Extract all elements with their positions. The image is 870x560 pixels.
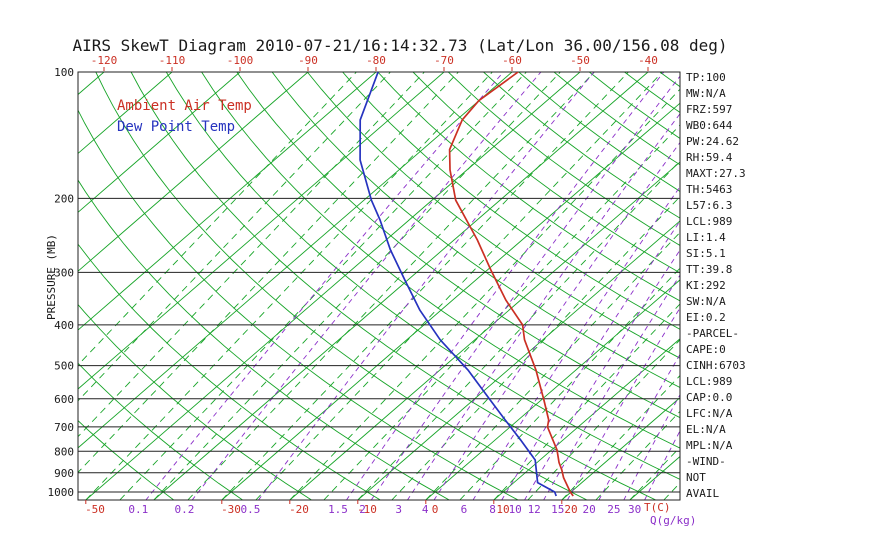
svg-text:10: 10	[496, 503, 509, 516]
indices-line: -WIND-	[686, 455, 726, 468]
dry-adiabat-gridlines	[78, 72, 680, 500]
indices-line: NOT	[686, 471, 706, 484]
indices-line: AVAIL	[686, 487, 720, 500]
svg-text:25: 25	[607, 503, 620, 516]
indices-line: LI:1.4	[686, 231, 726, 244]
svg-text:0.5: 0.5	[240, 503, 260, 516]
plot-border	[77, 71, 681, 501]
svg-text:8: 8	[489, 503, 496, 516]
indices-line: LCL:989	[686, 215, 733, 228]
svg-text:-50: -50	[570, 54, 590, 67]
sounding-indices-panel: TP:100 MW:N/A FRZ:597 WB0:644 PW:24.62 RH:59.…	[686, 70, 746, 502]
mixing-ratio-unit-label: Q(g/kg)	[650, 514, 697, 527]
indices-line: SI:5.1	[686, 247, 726, 260]
indices-line: LFC:N/A	[686, 407, 733, 420]
svg-text:2: 2	[359, 503, 366, 516]
svg-text:-120: -120	[91, 54, 118, 67]
svg-text:-40: -40	[638, 54, 658, 67]
bottom-temperature-labels: -50 -30 -20 -10 0 10 20	[85, 500, 578, 516]
svg-text:20: 20	[564, 503, 577, 516]
svg-text:0.2: 0.2	[174, 503, 194, 516]
svg-text:-100: -100	[227, 54, 254, 67]
indices-line: TH:5463	[686, 183, 733, 196]
indices-line: LCL:989	[686, 375, 733, 388]
svg-text:3: 3	[395, 503, 402, 516]
indices-line: WB0:644	[686, 119, 733, 132]
svg-text:800: 800	[54, 445, 74, 458]
indices-line: KI:292	[686, 279, 726, 292]
indices-line: PW:24.62	[686, 135, 739, 148]
indices-line: MAXT:27.3	[686, 167, 746, 180]
indices-line: -PARCEL-	[686, 327, 739, 340]
svg-text:15: 15	[551, 503, 564, 516]
indices-line: CAP:0.0	[686, 391, 733, 404]
svg-text:-80: -80	[366, 54, 386, 67]
moist-adiabat-gridlines	[78, 72, 680, 500]
indices-line: FRZ:597	[686, 103, 733, 116]
svg-text:10: 10	[509, 503, 522, 516]
svg-text:700: 700	[54, 421, 74, 434]
svg-text:-90: -90	[298, 54, 318, 67]
temperature-unit-label: T(C)	[644, 501, 671, 514]
legend-dew-point-temp: Dew Point Temp	[117, 119, 236, 135]
svg-text:-70: -70	[434, 54, 454, 67]
svg-text:500: 500	[54, 360, 74, 373]
svg-text:1000: 1000	[48, 486, 75, 499]
svg-text:0.1: 0.1	[128, 503, 148, 516]
profile-lines	[359, 72, 574, 497]
svg-text:30: 30	[628, 503, 641, 516]
mixing-ratio-labels: 0.1 0.2 0.5 1.5 2 3 4 6 8 10 12 15 20 25 30	[128, 503, 641, 516]
svg-text:-110: -110	[159, 54, 186, 67]
svg-text:-30: -30	[221, 503, 241, 516]
indices-line: TP:100	[686, 71, 726, 84]
legend-ambient-air-temp: Ambient Air Temp	[117, 98, 252, 114]
svg-text:-60: -60	[502, 54, 522, 67]
dewpoint-profile	[359, 72, 557, 497]
top-temperature-labels: -120 -110 -100 -90 -80 -70 -60 -50 -40	[91, 54, 658, 71]
indices-line: EI:0.2	[686, 311, 726, 324]
pressure-axis-title: PRESSURE (MB)	[45, 233, 58, 321]
svg-text:900: 900	[54, 467, 74, 480]
pressure-tick-labels: 100 200 300 400 500 600 700 800 900 1000	[48, 66, 75, 499]
svg-text:12: 12	[528, 503, 541, 516]
svg-text:6: 6	[461, 503, 468, 516]
mixing-ratio-gridlines	[145, 72, 680, 500]
svg-text:-50: -50	[85, 503, 105, 516]
indices-line: MW:N/A	[686, 87, 726, 100]
indices-line: CAPE:0	[686, 343, 726, 356]
svg-text:1.5: 1.5	[328, 503, 348, 516]
svg-text:200: 200	[54, 192, 74, 205]
indices-line: TT:39.8	[686, 263, 733, 276]
isotherm-gridlines	[78, 72, 680, 500]
svg-text:600: 600	[54, 393, 74, 406]
svg-text:0: 0	[432, 503, 439, 516]
temperature-profile	[448, 72, 574, 497]
svg-text:20: 20	[582, 503, 595, 516]
indices-line: MPL:N/A	[686, 439, 733, 452]
svg-text:100: 100	[54, 66, 74, 79]
svg-text:300: 300	[54, 266, 74, 279]
svg-text:-10: -10	[357, 503, 377, 516]
svg-text:-20: -20	[289, 503, 309, 516]
indices-line: EL:N/A	[686, 423, 726, 436]
page-title: AIRS SkewT Diagram 2010-07-21/16:14:32.7…	[72, 36, 728, 55]
svg-text:400: 400	[54, 319, 74, 332]
indices-line: RH:59.4	[686, 151, 733, 164]
indices-line: SW:N/A	[686, 295, 726, 308]
indices-line: L57:6.3	[686, 199, 733, 212]
svg-text:4: 4	[422, 503, 429, 516]
indices-line: CINH:6703	[686, 359, 746, 372]
